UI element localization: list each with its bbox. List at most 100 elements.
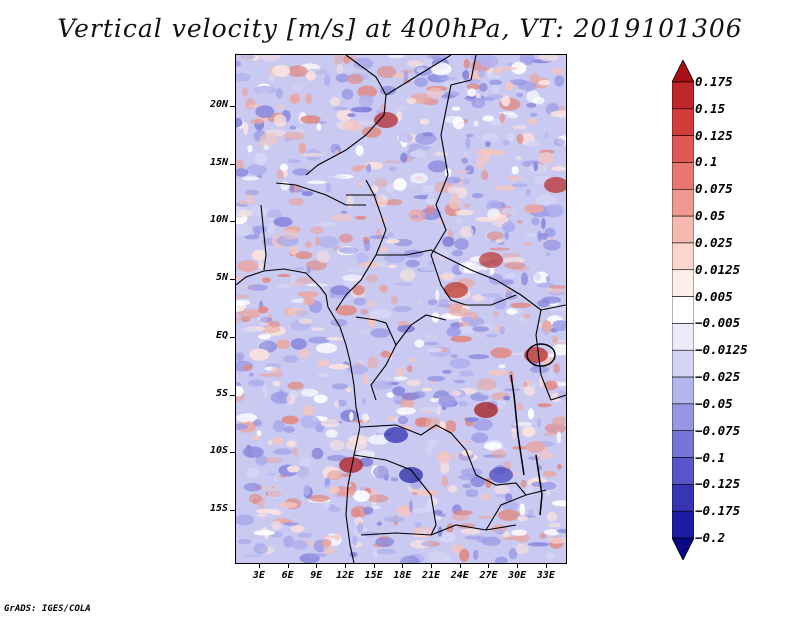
field-texture: [315, 236, 320, 246]
field-texture: [357, 85, 378, 98]
field-texture: [323, 545, 336, 555]
field-texture: [259, 132, 280, 146]
border-libya-sudan: [470, 55, 477, 81]
field-texture: [504, 273, 513, 279]
field-texture: [548, 285, 566, 289]
field-texture: [553, 138, 565, 147]
field-texture: [371, 380, 394, 390]
colorbar-label: 0.005: [695, 288, 733, 304]
field-texture: [451, 106, 461, 111]
field-texture: [373, 465, 389, 479]
field-texture: [258, 306, 269, 314]
lat-tick: [230, 279, 235, 281]
field-texture: [361, 413, 369, 423]
field-texture: [556, 431, 562, 444]
field-texture: [486, 74, 501, 79]
colorbar-label: −0.1: [695, 449, 726, 465]
colorbar-label: −0.005: [695, 315, 741, 331]
field-texture: [259, 137, 265, 148]
lon-label-21e: 21E: [422, 570, 441, 581]
field-texture: [450, 354, 458, 358]
field-texture: [447, 186, 459, 194]
lon-tick: [517, 563, 519, 568]
field-texture: [246, 309, 260, 319]
field-texture: [252, 434, 260, 441]
field-texture: [328, 363, 350, 370]
border-drc-east: [535, 309, 552, 401]
field-texture: [465, 137, 471, 149]
field-texture: [287, 159, 302, 164]
field-texture: [236, 316, 240, 323]
field-texture: [460, 468, 483, 477]
field-texture: [351, 166, 362, 172]
field-texture: [529, 365, 550, 374]
field-texture: [515, 156, 523, 160]
field-texture: [505, 82, 514, 91]
field-texture: [347, 113, 356, 118]
field-texture: [414, 417, 426, 428]
field-texture: [323, 535, 338, 539]
field-texture: [527, 542, 550, 547]
field-texture: [400, 69, 414, 74]
field-texture: [291, 298, 307, 303]
field-texture: [400, 269, 416, 282]
field-texture: [465, 489, 479, 497]
field-texture: [448, 485, 458, 493]
field-texture: [476, 535, 487, 543]
field-texture: [341, 88, 354, 100]
field-texture: [425, 417, 440, 430]
field-texture: [260, 55, 281, 62]
field-texture: [243, 482, 262, 492]
field-texture: [424, 334, 438, 339]
field-texture: [340, 210, 348, 215]
field-texture: [295, 189, 306, 193]
field-texture: [552, 335, 558, 344]
colorbar-segment: [672, 510, 694, 539]
strong-anomaly: [384, 427, 408, 443]
field-texture: [471, 98, 485, 109]
field-texture: [499, 326, 506, 335]
field-texture: [408, 179, 414, 188]
field-texture: [384, 252, 406, 264]
field-texture: [460, 528, 481, 535]
field-texture: [294, 277, 315, 284]
field-texture: [548, 523, 561, 528]
field-texture: [317, 236, 339, 249]
field-texture: [300, 115, 321, 124]
strong-anomaly: [474, 402, 498, 418]
field-texture: [276, 169, 285, 180]
colorbar-label: −0.05: [695, 395, 733, 411]
field-texture: [272, 380, 281, 387]
field-texture: [519, 503, 526, 516]
field-texture: [523, 314, 531, 319]
field-texture: [485, 140, 491, 148]
field-texture: [467, 88, 477, 97]
field-texture: [269, 217, 275, 221]
field-texture: [379, 284, 388, 293]
field-texture: [255, 454, 268, 466]
colorbar-segment: [672, 349, 694, 378]
strong-anomaly: [339, 457, 363, 473]
field-texture: [416, 489, 439, 496]
field-texture: [385, 376, 393, 381]
field-texture: [247, 284, 269, 291]
field-texture: [542, 470, 557, 477]
field-texture: [310, 226, 324, 235]
field-texture: [406, 97, 417, 105]
field-texture: [426, 551, 448, 563]
field-texture: [499, 112, 506, 124]
field-texture: [484, 440, 503, 452]
lat-tick: [230, 336, 235, 338]
field-texture: [284, 138, 292, 142]
colorbar-label: 0.05: [695, 208, 726, 224]
field-texture: [236, 413, 258, 423]
field-texture: [353, 57, 373, 70]
colorbar-bottom-triangle: [672, 537, 694, 560]
field-texture: [317, 372, 329, 378]
field-texture: [461, 157, 469, 164]
field-texture: [457, 400, 469, 407]
field-texture: [254, 229, 260, 237]
field-texture: [249, 372, 254, 377]
field-texture: [414, 339, 425, 348]
field-texture: [446, 523, 454, 533]
